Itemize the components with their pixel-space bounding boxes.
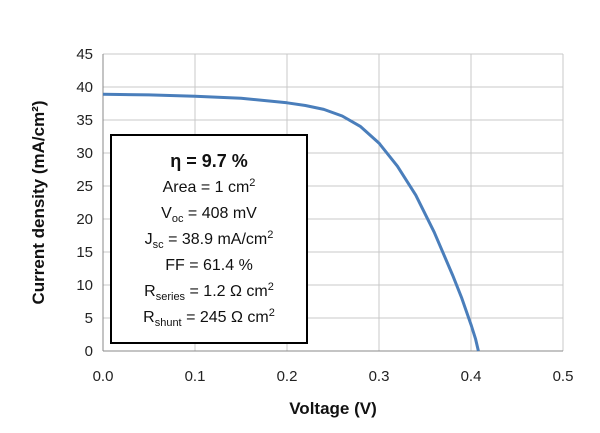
rshunt-value: = 245 Ω cm	[181, 309, 269, 326]
ff-line: FF = 61.4 %	[165, 258, 253, 274]
x-tick-label: 0.1	[185, 368, 206, 385]
y-tick-label: 0	[85, 343, 93, 360]
rseries-line: Rseries = 1.2 Ω cm2	[144, 281, 274, 303]
ff-value: FF = 61.4 %	[165, 257, 253, 274]
x-tick-label: 0.0	[93, 368, 114, 385]
rshunt-unit-exponent: 2	[268, 307, 275, 319]
x-tick-label: 0.5	[553, 368, 574, 385]
rseries-value: = 1.2 Ω cm	[185, 283, 268, 300]
y-tick-label: 15	[76, 244, 93, 261]
jsc-symbol: J	[144, 231, 153, 248]
efficiency-value: = 9.7 %	[181, 151, 248, 171]
series-layer	[102, 92, 480, 352]
y-axis-label: Current density (mA/cm²)	[29, 100, 48, 304]
area-value: Area = 1 cm	[162, 179, 250, 196]
x-axis-label: Voltage (V)	[289, 399, 377, 418]
rseries-symbol: R	[144, 283, 156, 300]
iv-curve-line	[102, 92, 480, 352]
voc-symbol: V	[161, 205, 172, 222]
rseries-unit-exponent: 2	[267, 281, 274, 293]
y-tick-label: 10	[76, 277, 93, 294]
jsc-unit-exponent: 2	[267, 229, 274, 241]
x-tick-label: 0.2	[277, 368, 298, 385]
x-tick-label: 0.3	[369, 368, 390, 385]
efficiency-symbol: η	[170, 151, 182, 171]
voc-subscript: oc	[171, 213, 184, 225]
x-tick-label: 0.4	[461, 368, 482, 385]
jsc-line: Jsc = 38.9 mA/cm2	[144, 229, 274, 251]
area-line: Area = 1 cm2	[162, 177, 256, 196]
jsc-subscript: sc	[152, 239, 164, 251]
y-tick-label: 35	[76, 112, 93, 129]
metrics-box: η = 9.7 % Area = 1 cm2 Voc = 408 mV Jsc …	[110, 134, 308, 344]
y-tick-label: 45	[76, 46, 93, 63]
area-unit-exponent: 2	[249, 177, 256, 189]
voc-line: Voc = 408 mV	[161, 205, 257, 225]
tick-labels: 0 5 10 15 20 25 30 35 40 45 0.0 0.1 0.2 0.3 0.4 0.5	[76, 46, 573, 385]
y-tick-label: 20	[76, 211, 93, 228]
rshunt-line: Rshunt = 245 Ω cm2	[143, 307, 275, 329]
y-tick-label: 5	[85, 310, 93, 327]
voc-value: = 408 mV	[183, 205, 257, 222]
jsc-value: = 38.9 mA/cm	[163, 231, 268, 248]
rshunt-symbol: R	[143, 309, 155, 326]
y-tick-label: 25	[76, 178, 93, 195]
y-tick-label: 40	[76, 79, 93, 96]
y-tick-label: 30	[76, 145, 93, 162]
rseries-subscript: series	[155, 291, 186, 303]
efficiency-line: η = 9.7 %	[170, 152, 248, 170]
rshunt-subscript: shunt	[154, 317, 182, 329]
